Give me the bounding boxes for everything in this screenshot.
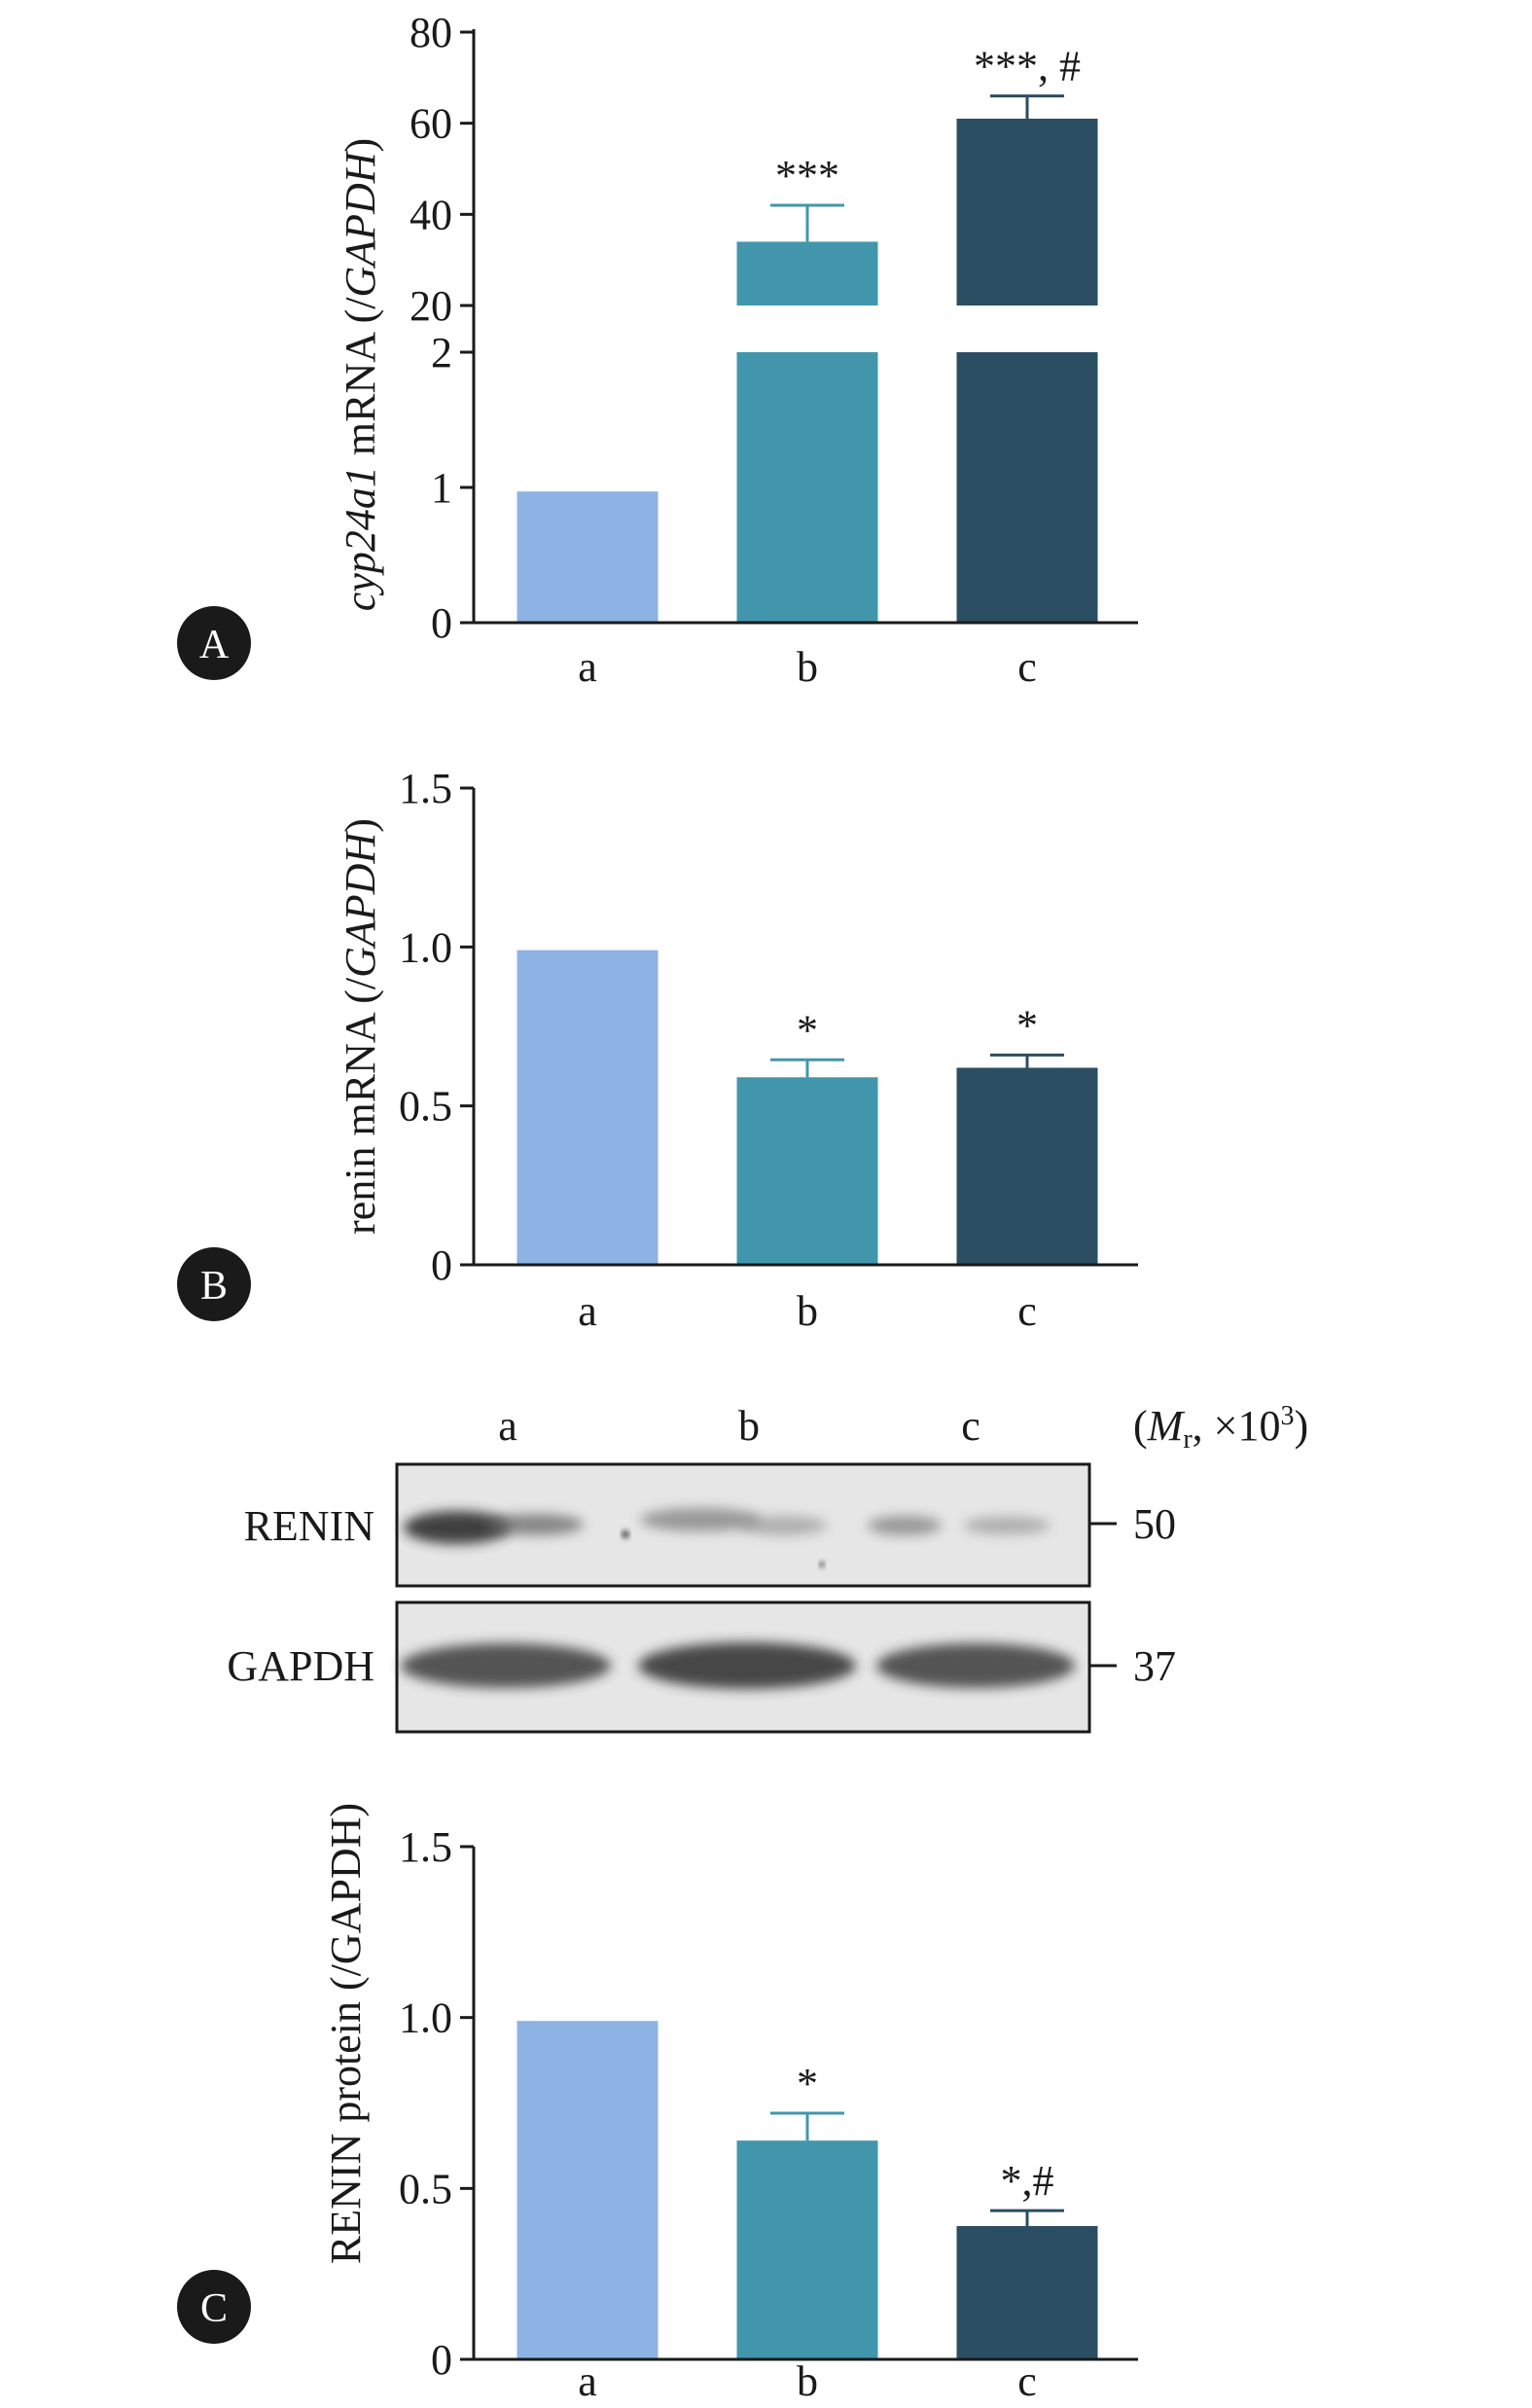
panel-b-xtick-c: c (1017, 1287, 1037, 1335)
panel-b-bar-b (736, 1077, 878, 1265)
panel-a-xtick-b: b (797, 643, 818, 691)
panel-a-xtick-a: a (578, 643, 597, 691)
panel-b-significance-b: * (797, 1006, 818, 1054)
panel-a-ylabel: cyp24a1 mRNA (/GAPDH) (337, 138, 384, 611)
svg-text:C: C (200, 2286, 228, 2331)
molecular-weight-header: (Mr, ×103) (1133, 1401, 1308, 1455)
panel-a-significance-c: ***, # (974, 43, 1081, 90)
panel-c-xtick-b: b (797, 2357, 818, 2405)
panel-c-ytick-0: 0 (431, 2336, 452, 2384)
panel-b-ytick-1.5: 1.5 (399, 765, 452, 812)
panel-b-xtick-a: a (578, 1287, 597, 1335)
panel-b-significance-c: * (1016, 1001, 1038, 1049)
panel-a-ytick-40: 40 (410, 191, 452, 238)
panel-a-bar-a (517, 491, 659, 623)
panel-c-xtick-a: a (578, 2357, 597, 2405)
gapdh-blot-strip (395, 1600, 1091, 1734)
panel-a-ytick-80: 80 (410, 9, 452, 56)
panel-a-ytick-0: 0 (431, 599, 452, 647)
panel-b-xtick-b: b (797, 1287, 818, 1335)
panel-b-bar-a (517, 950, 659, 1265)
renin-mw-marker: 50 (1133, 1500, 1176, 1548)
panel-a-ytick-2: 2 (431, 329, 452, 377)
panel-c-significance-b: * (797, 2060, 818, 2107)
panel-b-ytick-0.5: 0.5 (399, 1083, 452, 1131)
blot-lane-c-label: c (961, 1402, 980, 1450)
svg-text:B: B (200, 1264, 228, 1309)
gapdh-mw-marker: 37 (1133, 1642, 1176, 1690)
panel-a-xtick-c: c (1017, 643, 1037, 691)
panel-c-badge: C (177, 2270, 251, 2344)
panel-a-axis-break-c (954, 305, 1100, 352)
panel-a-ytick-20: 20 (410, 282, 452, 330)
panel-c-bar-a (517, 2021, 659, 2359)
western-blot: a b c (Mr, ×103) RENIN GAPDH 50 (227, 1401, 1308, 1734)
panel-c-ytick-0.5: 0.5 (399, 2165, 452, 2212)
panel-a-chart: *** ***, # a b c 0 1 220 40 60 80 cyp24a1 mRNA (/… (177, 9, 1138, 691)
panel-c-bar-b (736, 2140, 878, 2359)
panel-c-ytick-1.5: 1.5 (399, 1823, 452, 1871)
panel-a-axis-break-b (734, 305, 880, 352)
blot-lane-b-label: b (738, 1402, 760, 1450)
gapdh-blot-label: GAPDH (227, 1642, 374, 1690)
renin-blot-label: RENIN (244, 1502, 374, 1550)
panel-c-significance-c: *,# (1001, 2157, 1054, 2205)
panel-b-ytick-0: 0 (431, 1241, 452, 1289)
panel-b-ytick-1.0: 1.0 (399, 923, 452, 971)
panel-b-ylabel: renin mRNA (/GAPDH) (337, 818, 384, 1235)
svg-text:A: A (199, 623, 230, 667)
panel-b-bar-c (956, 1067, 1098, 1265)
panel-c-bar-c (956, 2225, 1098, 2359)
panel-c-chart: * *,# a b c 0 0.5 1.0 1.5 RENIN protein (/GAPDH… (177, 1803, 1138, 2405)
blot-lane-a-label: a (498, 1402, 517, 1450)
panel-a-ytick-60: 60 (410, 100, 452, 148)
panel-a-badge: A (177, 606, 251, 680)
panel-a-bar-b (736, 241, 878, 623)
panel-c-xtick-c: c (1017, 2357, 1037, 2405)
panel-b-badge: B (177, 1247, 251, 1321)
panel-b-chart: * * a b c 0 0.5 1.0 1.5 renin mRNA (/GAPDH) B (177, 765, 1138, 1335)
panel-a-ytick-1: 1 (431, 464, 452, 512)
panel-c-ylabel: RENIN protein (/GAPDH) (322, 1803, 370, 2264)
renin-blot-strip (395, 1462, 1091, 1588)
panel-a-bar-c (956, 118, 1098, 623)
panel-a-significance-b: *** (775, 152, 839, 199)
panel-c-ytick-1.0: 1.0 (399, 1995, 452, 2042)
